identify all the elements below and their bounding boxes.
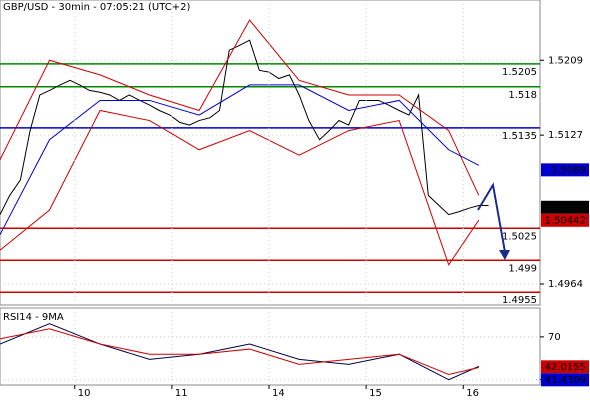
x-tick-label: 10 — [78, 388, 91, 399]
y-tick-label: 1.5127 — [548, 130, 583, 141]
price-tag — [541, 163, 589, 177]
price-tag-label: 1.50442 — [545, 215, 586, 226]
series-line — [0, 109, 480, 266]
price-panel — [0, 0, 541, 306]
y-tick-label: 1.4964 — [548, 279, 583, 290]
y-tick-label: 1.5209 — [548, 55, 583, 66]
level-label: 1.518 — [508, 90, 537, 101]
price-tag — [541, 373, 589, 387]
level-label: 1.5025 — [502, 231, 537, 242]
series-line — [0, 328, 479, 376]
series-line — [0, 323, 480, 381]
price-tag — [541, 200, 589, 214]
level-label: 1.5205 — [502, 67, 537, 78]
chart-title: GBP/USD - 30min - 07:05:21 (UTC+2) — [3, 2, 190, 13]
rsi-panel — [0, 307, 541, 386]
x-tick-label: 16 — [466, 388, 479, 399]
forecast-arrow — [477, 182, 506, 253]
price-tag-label: 41.4309 — [545, 375, 586, 386]
series-line — [0, 84, 480, 235]
x-tick-label: 15 — [369, 388, 382, 399]
price-tag-label: 1.5089 — [551, 165, 586, 176]
x-tick-label: 11 — [175, 388, 188, 399]
level-label: 1.4955 — [502, 295, 537, 306]
rsi-title: RSI14 - 9MA — [3, 312, 64, 323]
x-tick-label: 14 — [272, 388, 285, 399]
series-line — [0, 39, 489, 216]
price-tag — [541, 360, 589, 374]
y-tick-label: 70 — [548, 332, 561, 343]
level-label: 1.5135 — [502, 131, 537, 142]
series-line — [0, 19, 480, 196]
level-label: 1.499 — [508, 263, 537, 274]
price-tag-label: 42.0155 — [545, 362, 586, 373]
arrow-head — [499, 250, 510, 260]
price-tag — [541, 213, 589, 227]
price-tag-label: 1.5048 — [551, 202, 586, 213]
